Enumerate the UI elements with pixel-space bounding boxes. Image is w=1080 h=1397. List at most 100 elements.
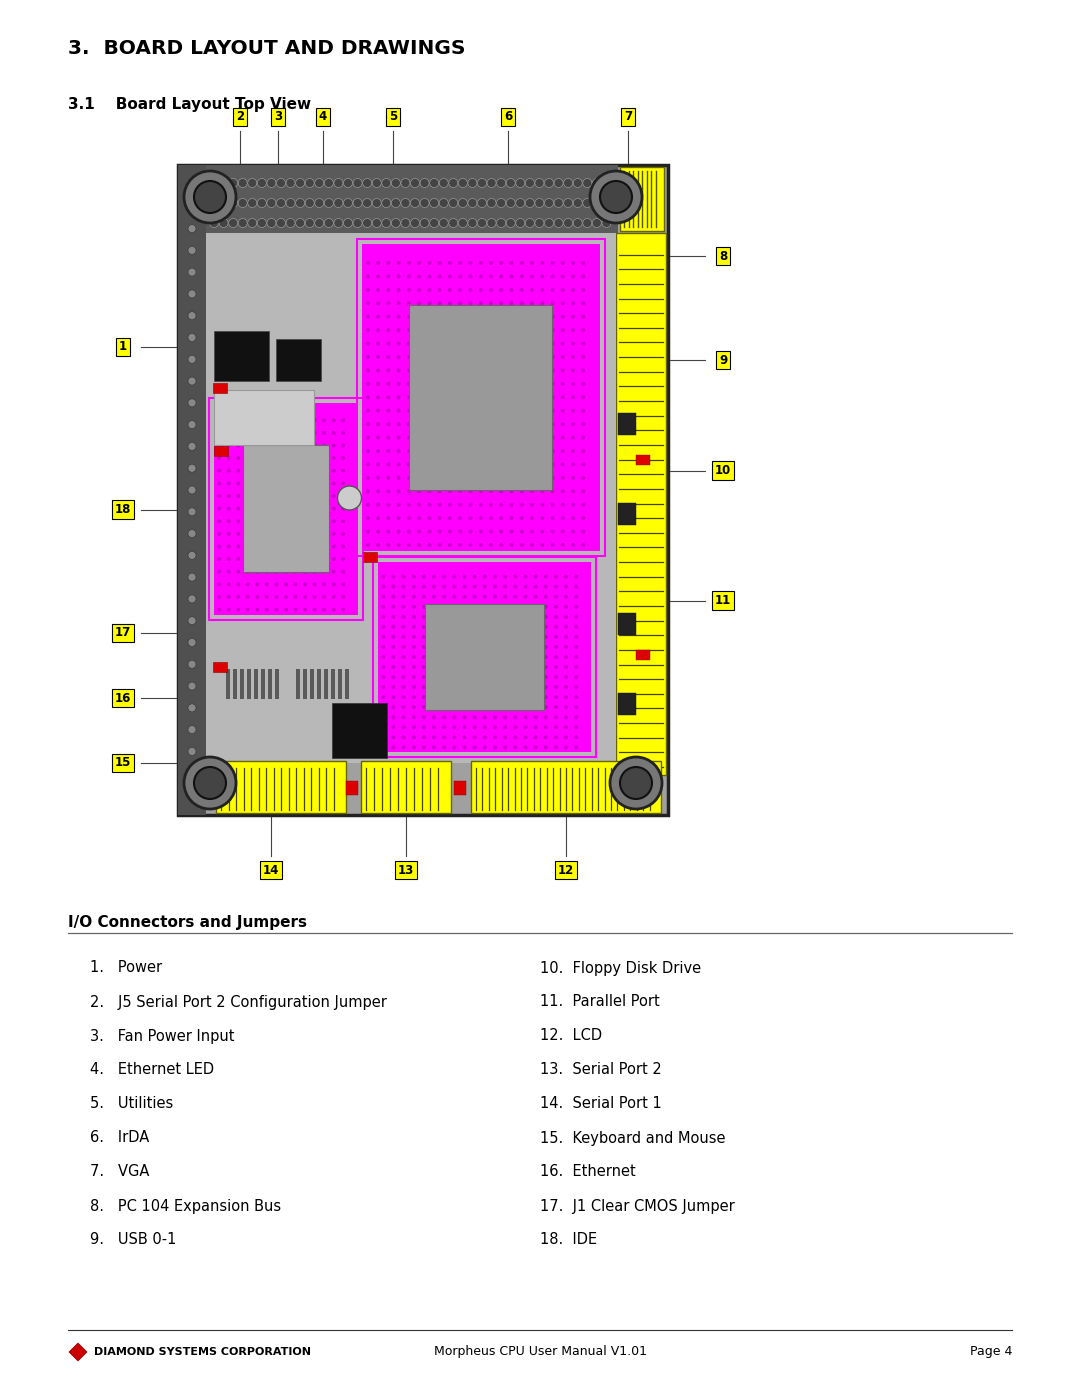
Circle shape — [428, 381, 431, 386]
Circle shape — [432, 675, 436, 679]
Circle shape — [314, 198, 324, 208]
Circle shape — [188, 246, 195, 254]
Circle shape — [530, 543, 534, 548]
Circle shape — [332, 455, 336, 460]
Circle shape — [442, 574, 446, 578]
Circle shape — [564, 675, 568, 679]
Circle shape — [462, 615, 467, 619]
Text: 11: 11 — [715, 594, 731, 608]
Circle shape — [554, 179, 563, 187]
Circle shape — [534, 615, 538, 619]
Circle shape — [581, 342, 585, 345]
Circle shape — [530, 529, 534, 534]
Circle shape — [401, 218, 410, 228]
Circle shape — [381, 645, 386, 650]
Circle shape — [274, 570, 279, 574]
Circle shape — [453, 746, 457, 749]
Circle shape — [188, 661, 195, 668]
Circle shape — [257, 218, 267, 228]
Circle shape — [448, 422, 451, 426]
Circle shape — [332, 469, 336, 472]
Circle shape — [294, 455, 297, 460]
Circle shape — [453, 645, 457, 650]
Circle shape — [519, 476, 524, 479]
Circle shape — [571, 328, 575, 332]
Circle shape — [575, 605, 578, 609]
Circle shape — [583, 218, 592, 228]
Circle shape — [543, 615, 548, 619]
Circle shape — [322, 520, 326, 524]
Bar — [213, 383, 227, 393]
Circle shape — [543, 624, 548, 629]
Circle shape — [534, 574, 538, 578]
Circle shape — [453, 715, 457, 719]
Bar — [243, 446, 329, 573]
Circle shape — [332, 557, 336, 562]
Circle shape — [458, 218, 468, 228]
Circle shape — [306, 198, 314, 208]
Circle shape — [227, 469, 231, 472]
Circle shape — [478, 503, 483, 507]
Circle shape — [483, 595, 487, 599]
Circle shape — [402, 624, 405, 629]
Bar — [213, 662, 227, 672]
Circle shape — [483, 715, 487, 719]
Circle shape — [469, 448, 472, 453]
Circle shape — [499, 381, 503, 386]
Circle shape — [524, 655, 527, 659]
Circle shape — [210, 218, 218, 228]
Circle shape — [540, 462, 544, 467]
Circle shape — [407, 342, 410, 345]
Circle shape — [554, 624, 558, 629]
Circle shape — [401, 198, 410, 208]
Circle shape — [534, 605, 538, 609]
Circle shape — [210, 179, 218, 187]
Circle shape — [237, 595, 240, 599]
Text: 4.   Ethernet LED: 4. Ethernet LED — [90, 1063, 214, 1077]
Circle shape — [462, 705, 467, 710]
Circle shape — [276, 198, 285, 208]
Circle shape — [448, 515, 451, 520]
Circle shape — [453, 585, 457, 588]
Circle shape — [391, 725, 395, 729]
Circle shape — [530, 314, 534, 319]
Circle shape — [478, 529, 483, 534]
Circle shape — [381, 675, 386, 679]
Circle shape — [267, 198, 275, 208]
Circle shape — [442, 685, 446, 689]
Circle shape — [417, 409, 421, 412]
Text: 7: 7 — [624, 110, 632, 123]
Circle shape — [366, 288, 369, 292]
Circle shape — [554, 746, 558, 749]
Circle shape — [448, 476, 451, 479]
Circle shape — [294, 545, 297, 549]
Circle shape — [246, 595, 249, 599]
Circle shape — [458, 448, 462, 453]
Circle shape — [376, 476, 380, 479]
Circle shape — [534, 735, 538, 739]
Circle shape — [575, 665, 578, 669]
Bar — [261, 669, 265, 700]
Circle shape — [499, 261, 503, 265]
Circle shape — [561, 436, 565, 440]
Circle shape — [420, 198, 429, 208]
Circle shape — [382, 198, 391, 208]
Circle shape — [453, 605, 457, 609]
Circle shape — [540, 422, 544, 426]
Circle shape — [303, 482, 307, 485]
Circle shape — [489, 369, 492, 373]
Circle shape — [534, 725, 538, 729]
Circle shape — [303, 532, 307, 536]
Circle shape — [561, 409, 565, 412]
Circle shape — [265, 469, 269, 472]
Circle shape — [519, 543, 524, 548]
Circle shape — [284, 583, 288, 587]
Circle shape — [440, 198, 448, 208]
Circle shape — [366, 381, 369, 386]
Circle shape — [396, 436, 401, 440]
Circle shape — [510, 342, 513, 345]
Circle shape — [499, 395, 503, 400]
Circle shape — [284, 532, 288, 536]
Circle shape — [530, 395, 534, 400]
Circle shape — [246, 520, 249, 524]
